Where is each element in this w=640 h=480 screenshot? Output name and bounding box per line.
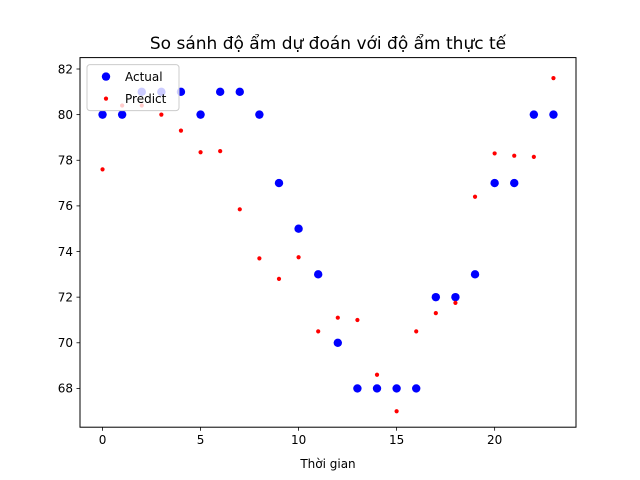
actual-point bbox=[470, 270, 480, 279]
predict-point bbox=[374, 372, 380, 377]
y-tick-label: 74 bbox=[58, 245, 73, 259]
y-tick-label: 80 bbox=[58, 108, 73, 122]
legend-marker-actual bbox=[101, 72, 111, 81]
predict-point bbox=[198, 150, 203, 155]
predict-point bbox=[218, 149, 223, 154]
actual-point bbox=[255, 110, 264, 119]
actual-point bbox=[215, 87, 225, 97]
actual-point bbox=[549, 110, 558, 119]
plot-area-frame bbox=[79, 57, 577, 428]
actual-point bbox=[294, 224, 303, 233]
predict-point bbox=[335, 315, 340, 320]
data-points bbox=[98, 76, 558, 414]
legend: Actual Predict bbox=[86, 64, 180, 112]
legend-label-predict: Predict bbox=[125, 92, 167, 106]
predict-point bbox=[453, 300, 458, 305]
y-tick-label: 72 bbox=[58, 290, 73, 304]
predict-point bbox=[159, 112, 164, 117]
actual-point bbox=[117, 110, 127, 119]
x-tick-label: 20 bbox=[487, 433, 502, 447]
x-tick-label: 10 bbox=[291, 433, 306, 447]
actual-point bbox=[196, 110, 205, 119]
actual-point bbox=[451, 292, 460, 302]
x-tick-label: 15 bbox=[389, 433, 404, 447]
legend-marker-predict bbox=[103, 96, 109, 101]
x-tick-label: 0 bbox=[99, 433, 107, 447]
actual-point bbox=[333, 338, 343, 347]
y-tick-label: 70 bbox=[58, 336, 73, 350]
legend-label-actual: Actual bbox=[125, 70, 163, 84]
predict-point bbox=[492, 151, 497, 156]
actual-point bbox=[490, 178, 499, 188]
predict-point bbox=[237, 207, 242, 212]
predict-point bbox=[178, 128, 184, 133]
predict-point bbox=[100, 167, 105, 172]
actual-point bbox=[235, 87, 244, 97]
actual-point bbox=[353, 384, 362, 393]
predict-point bbox=[433, 311, 438, 316]
y-tick-label: 78 bbox=[58, 154, 73, 168]
predict-point bbox=[472, 194, 478, 199]
x-axis-label: Thời gian bbox=[299, 457, 355, 471]
actual-point bbox=[510, 178, 519, 188]
predict-point bbox=[316, 329, 321, 334]
predict-point bbox=[531, 154, 536, 159]
predict-point bbox=[551, 76, 556, 81]
y-tick-label: 82 bbox=[58, 62, 73, 76]
actual-point bbox=[431, 292, 441, 302]
actual-point bbox=[529, 110, 539, 119]
y-tick-label: 76 bbox=[58, 199, 73, 213]
actual-point bbox=[412, 384, 421, 393]
predict-point bbox=[512, 153, 517, 158]
x-tick-label: 5 bbox=[197, 433, 205, 447]
predict-point bbox=[414, 329, 419, 334]
actual-point bbox=[392, 384, 401, 393]
chart-title: So sánh độ ẩm dự đoán với độ ẩm thực tế bbox=[150, 33, 507, 54]
actual-point bbox=[372, 384, 382, 393]
axis-ticks: 0 5 10 15 20 68 70 72 74 76 78 80 82 bbox=[58, 62, 503, 447]
actual-point bbox=[313, 270, 323, 279]
actual-point bbox=[98, 110, 107, 119]
y-tick-label: 68 bbox=[58, 382, 73, 396]
predict-point bbox=[276, 276, 282, 282]
predict-point bbox=[296, 255, 301, 260]
actual-point bbox=[274, 178, 284, 188]
predict-point bbox=[355, 317, 360, 323]
predict-point bbox=[394, 409, 399, 414]
predict-point bbox=[257, 256, 262, 261]
